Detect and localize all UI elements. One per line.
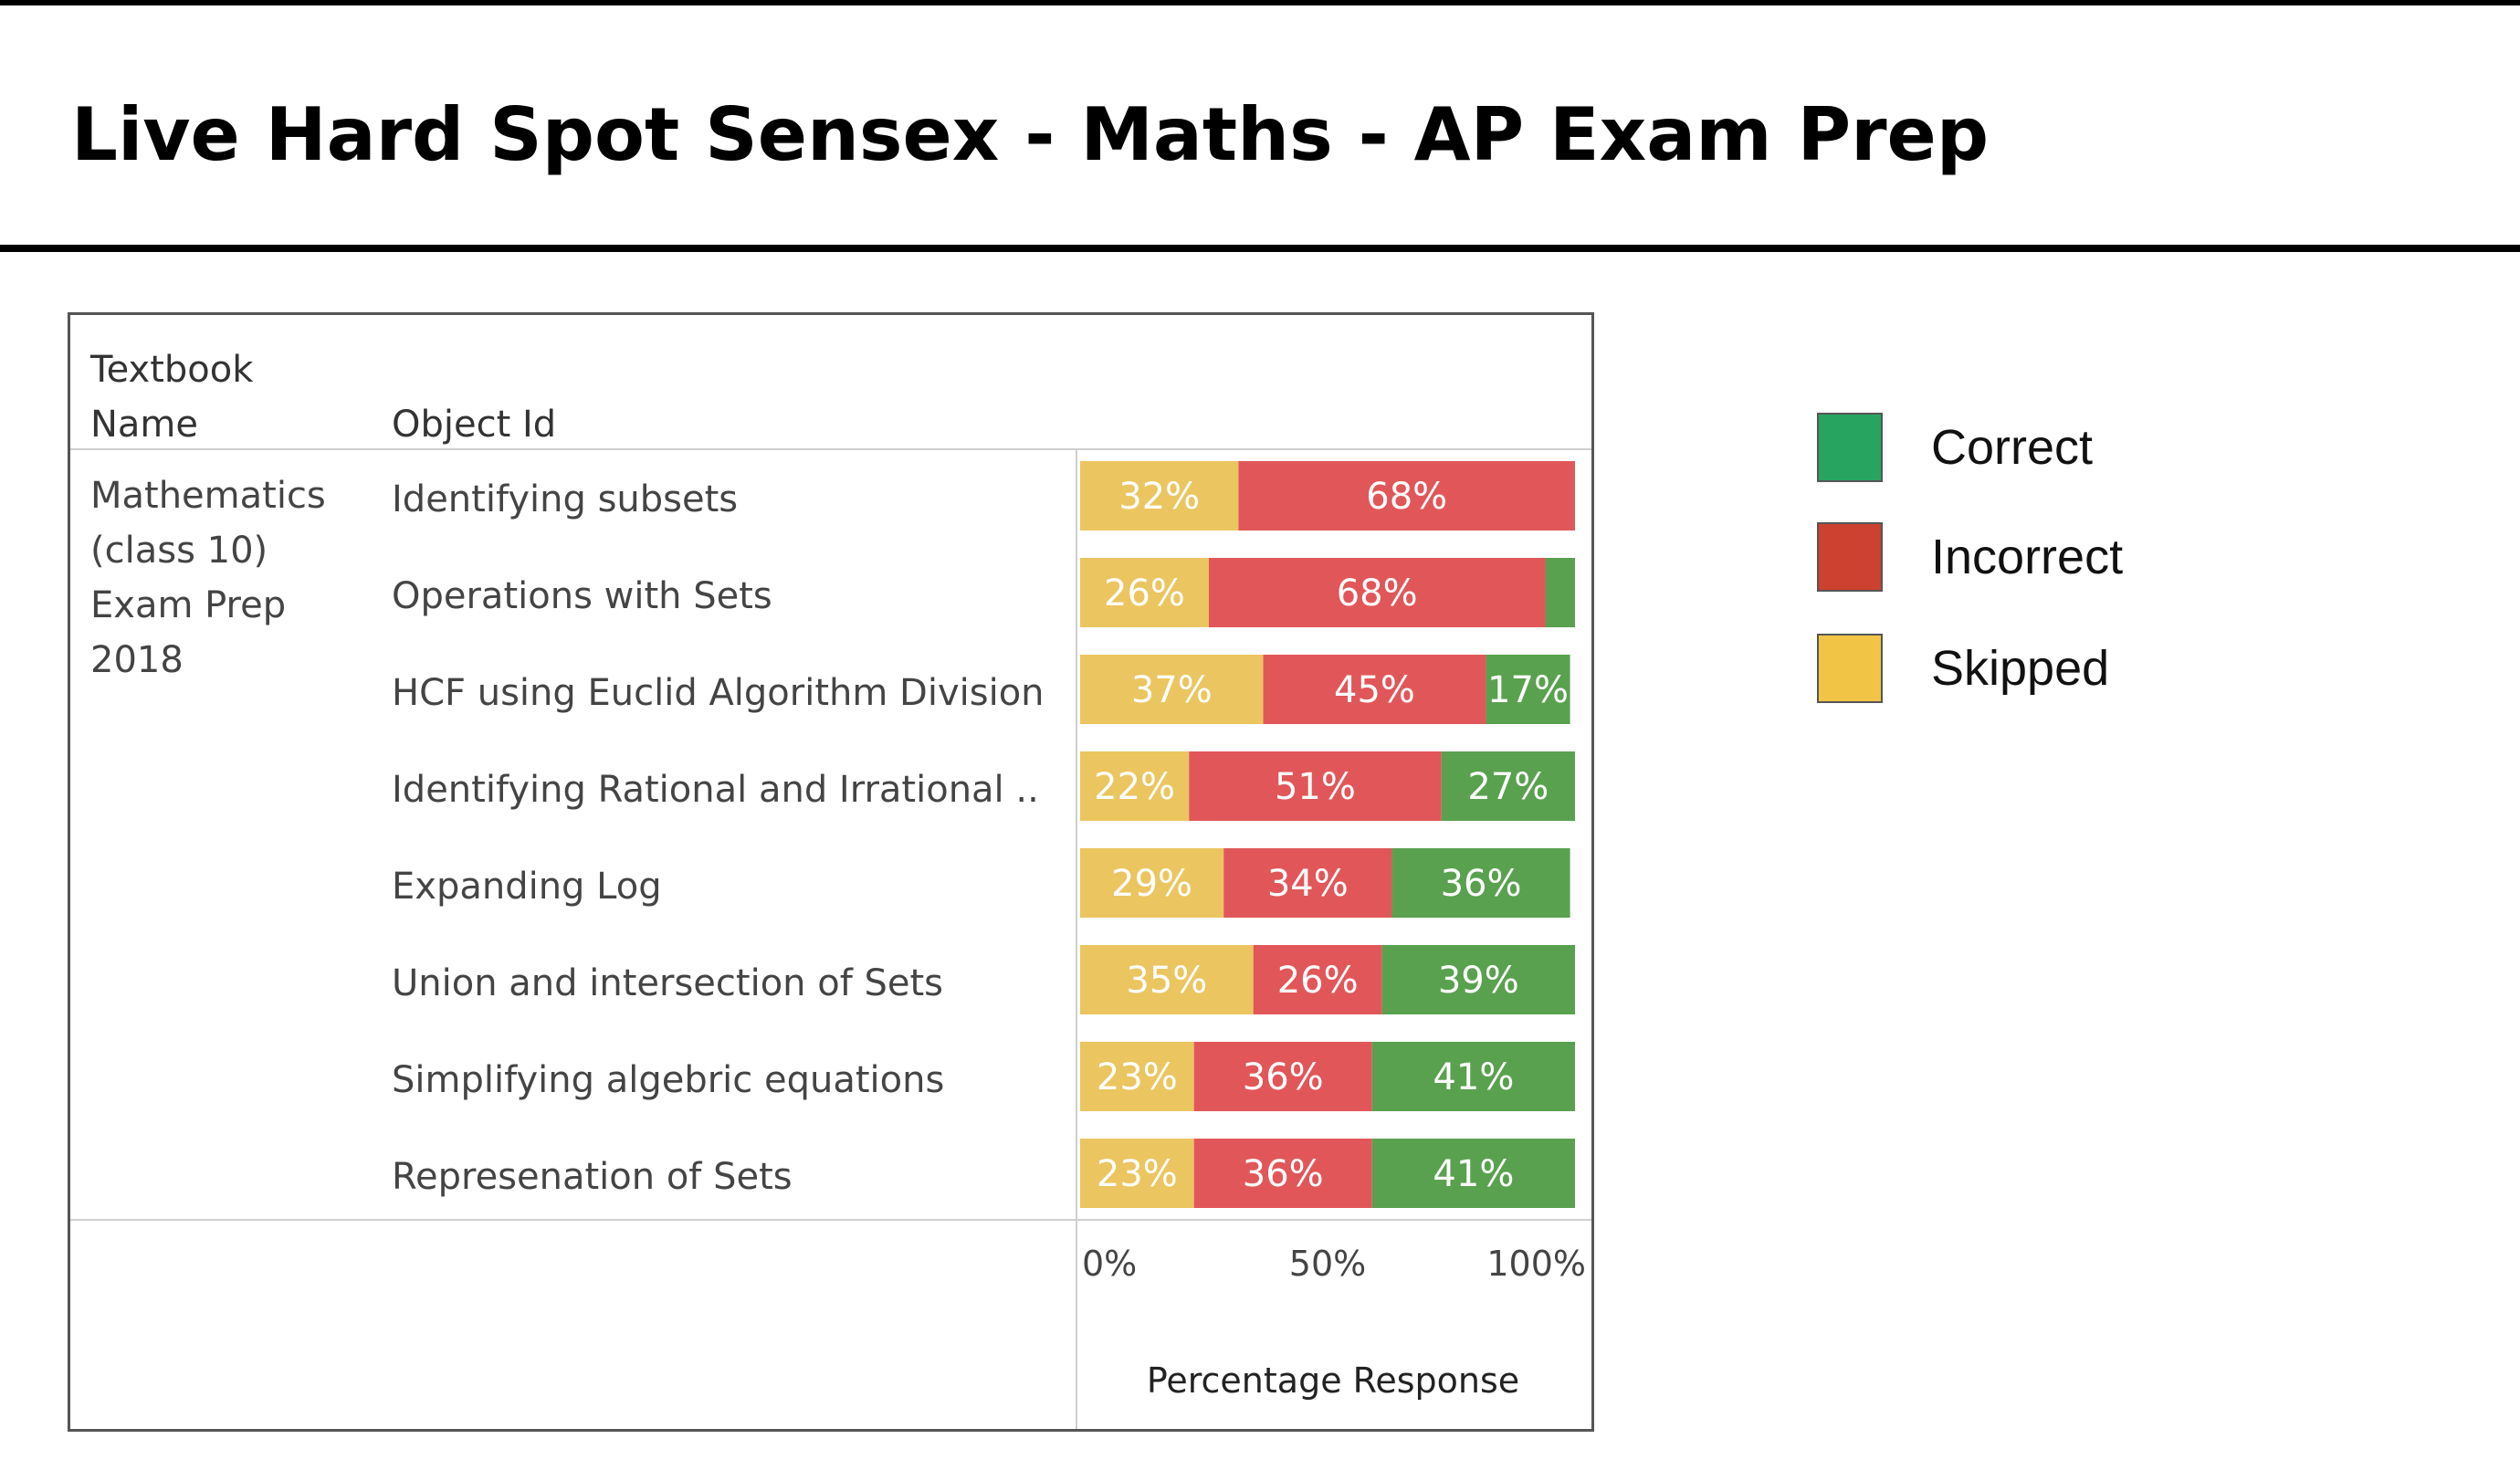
stacked-bar-chart: 32% 68% 26% 68% 37% 45% 17% 22% 51% 27% 29% 34% 36% 3… bbox=[1080, 461, 1586, 1401]
x-axis-tick-label: 0% bbox=[1082, 1244, 1137, 1284]
bar-segment-correct bbox=[1371, 1042, 1575, 1111]
object-id-label: Expanding Log bbox=[392, 866, 662, 908]
bar-data-label: 34% bbox=[1267, 863, 1349, 905]
bar-data-label: 36% bbox=[1243, 1153, 1324, 1195]
object-id-header: Object Id bbox=[392, 404, 557, 446]
bar-data-label: 35% bbox=[1126, 960, 1207, 1002]
legend-swatch-incorrect bbox=[1817, 522, 1883, 592]
object-id-label: Represenation of Sets bbox=[392, 1156, 793, 1198]
chart-panel: Textbook Name Object Id Mathematics (cla… bbox=[68, 312, 1594, 1432]
textbook-name-line-3: Exam Prep bbox=[90, 584, 287, 626]
legend-label-correct: Correct bbox=[1931, 420, 2094, 475]
bar-data-label: 23% bbox=[1097, 1153, 1178, 1195]
object-id-label: Identifying subsets bbox=[392, 478, 739, 520]
bar-data-label: 29% bbox=[1111, 863, 1192, 905]
object-id-label: Union and intersection of Sets bbox=[392, 962, 944, 1004]
bar-data-label: 26% bbox=[1104, 572, 1185, 614]
object-id-label: HCF using Euclid Algorithm Division bbox=[392, 672, 1045, 714]
page-title: Live Hard Spot Sensex - Maths - AP Exam … bbox=[71, 92, 1990, 177]
object-id-label: Simplifying algebric equations bbox=[392, 1059, 945, 1101]
bar-data-label: 37% bbox=[1131, 669, 1213, 711]
bar-data-label: 27% bbox=[1467, 766, 1549, 808]
bar-data-label: 68% bbox=[1337, 572, 1418, 614]
textbook-name-line-1: Mathematics bbox=[90, 475, 326, 517]
x-axis-tick-label: 100% bbox=[1486, 1244, 1586, 1284]
bar-segment-incorrect bbox=[1223, 848, 1392, 918]
bar-segment-incorrect bbox=[1193, 1042, 1372, 1111]
x-axis-title: Percentage Response bbox=[1147, 1360, 1519, 1401]
bar-segment-skipped bbox=[1080, 848, 1224, 918]
bar-data-label: 36% bbox=[1243, 1056, 1324, 1098]
header-divider bbox=[70, 448, 1591, 450]
bar-data-label: 39% bbox=[1438, 960, 1519, 1002]
object-id-label: Operations with Sets bbox=[392, 575, 772, 617]
legend-label-skipped: Skipped bbox=[1931, 641, 2110, 696]
textbook-header-line-2: Name bbox=[90, 404, 199, 446]
top-rule bbox=[0, 0, 2520, 5]
bar-segment-incorrect bbox=[1208, 558, 1546, 627]
bar-segment-skipped bbox=[1080, 1139, 1194, 1208]
bar-segment-correct bbox=[1381, 945, 1575, 1014]
object-id-label: Identifying Rational and Irrational .. bbox=[392, 769, 1039, 811]
bar-segment-correct bbox=[1545, 558, 1575, 627]
bar-segment-skipped bbox=[1080, 558, 1209, 627]
bar-segment-skipped bbox=[1080, 1042, 1194, 1111]
x-axis-tick-label: 50% bbox=[1289, 1244, 1366, 1284]
bar-segment-incorrect bbox=[1253, 945, 1382, 1014]
bar-data-label: 22% bbox=[1094, 766, 1175, 808]
bar-segment-correct bbox=[1391, 848, 1570, 918]
bar-segment-skipped bbox=[1080, 945, 1254, 1014]
axis-vertical-divider bbox=[1076, 450, 1077, 1429]
bar-segment-correct bbox=[1371, 1139, 1575, 1208]
bar-segment-incorrect bbox=[1263, 655, 1486, 724]
bar-data-label: 41% bbox=[1433, 1056, 1514, 1098]
bar-segment-incorrect bbox=[1189, 751, 1442, 821]
bar-segment-skipped bbox=[1080, 461, 1239, 530]
bar-data-label: 17% bbox=[1487, 669, 1569, 711]
textbook-header-line-1: Textbook bbox=[90, 349, 254, 391]
bar-segment-correct bbox=[1486, 655, 1570, 724]
bar-segment-skipped bbox=[1080, 655, 1264, 724]
bar-data-label: 36% bbox=[1441, 863, 1522, 905]
title-rule bbox=[0, 245, 2520, 252]
bar-data-label: 32% bbox=[1118, 476, 1200, 518]
bar-segment-incorrect bbox=[1238, 461, 1575, 530]
legend-swatch-skipped bbox=[1817, 634, 1883, 703]
bar-data-label: 23% bbox=[1097, 1056, 1178, 1098]
legend-swatch-correct bbox=[1817, 413, 1883, 482]
textbook-name-line-2: (class 10) bbox=[90, 530, 268, 572]
bar-data-label: 68% bbox=[1366, 476, 1447, 518]
bar-data-label: 51% bbox=[1275, 766, 1356, 808]
textbook-name-line-4: 2018 bbox=[90, 639, 184, 681]
legend-label-incorrect: Incorrect bbox=[1931, 530, 2124, 584]
bar-data-label: 41% bbox=[1433, 1153, 1514, 1195]
bar-data-label: 45% bbox=[1334, 669, 1415, 711]
bar-segment-correct bbox=[1441, 751, 1575, 821]
axis-divider bbox=[70, 1219, 1591, 1221]
bar-segment-skipped bbox=[1080, 751, 1190, 821]
bar-data-label: 26% bbox=[1277, 960, 1359, 1002]
bar-segment-incorrect bbox=[1193, 1139, 1372, 1208]
